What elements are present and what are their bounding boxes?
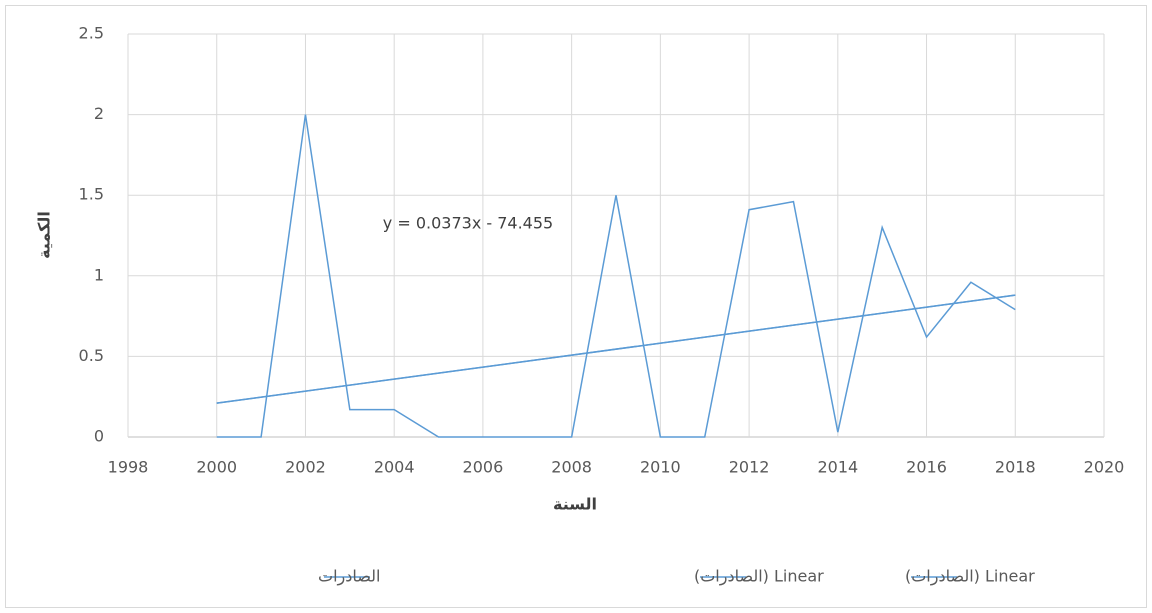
x-axis-label: السنة	[553, 495, 597, 514]
x-tick-label: 2012	[729, 458, 770, 477]
y-tick-label: 0.5	[79, 346, 104, 365]
x-tick-label: 2000	[196, 458, 237, 477]
trendline-equation: y = 0.0373x - 74.455	[383, 214, 553, 233]
y-tick-label: 1	[94, 265, 104, 284]
x-tick-label: 2020	[1084, 458, 1125, 477]
x-tick-label: 2018	[995, 458, 1036, 477]
legend-label: Linear (الصادرات)	[905, 567, 1035, 587]
x-tick-label: 2014	[817, 458, 858, 477]
y-tick-label: 1.5	[79, 185, 104, 204]
legend-label: الصادرات	[318, 567, 380, 587]
x-tick-label: 2016	[906, 458, 947, 477]
data-line	[216, 114, 1016, 438]
y-tick-label: 2.5	[79, 24, 104, 43]
trendline	[216, 294, 1016, 404]
x-tick-label: 2008	[551, 458, 592, 477]
x-tick-label: 2010	[640, 458, 681, 477]
y-tick-label: 0	[94, 427, 104, 446]
y-axis-label: الكمية	[35, 211, 54, 259]
x-tick-label: 2004	[374, 458, 415, 477]
x-tick-label: 1998	[108, 458, 149, 477]
x-tick-label: 2002	[285, 458, 326, 477]
x-tick-label: 2006	[463, 458, 504, 477]
legend-label: Linear (الصادرات)	[694, 567, 824, 587]
y-tick-label: 2	[94, 104, 104, 123]
chart-border	[5, 5, 1147, 608]
